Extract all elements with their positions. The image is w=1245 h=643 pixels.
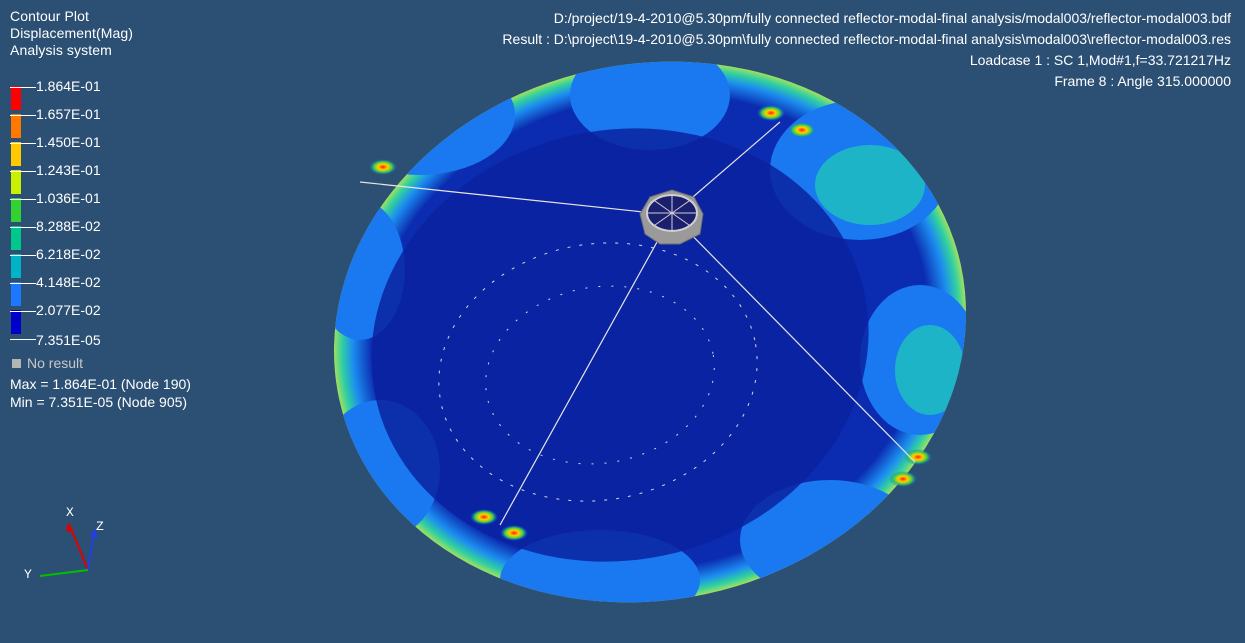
legend-swatch — [11, 198, 21, 222]
legend-level-label: 8.288E-02 — [36, 218, 101, 234]
triad-z-label: Z — [96, 519, 104, 534]
legend-swatch — [11, 254, 21, 278]
plot-type-label: Contour Plot — [10, 8, 90, 24]
legend-level-label: 7.351E-05 — [36, 332, 101, 348]
coordinate-triad[interactable]: X Z Y — [20, 500, 120, 590]
legend-swatch — [11, 226, 21, 250]
legend-tick — [10, 227, 36, 228]
contour-lobe — [815, 145, 925, 225]
legend-tick — [10, 115, 36, 116]
legend-level-label: 1.450E-01 — [36, 134, 101, 150]
triad-x-label: X — [66, 505, 74, 520]
no-result-item: No result — [10, 355, 83, 371]
legend-swatch — [11, 114, 21, 138]
contour-legend: Contour Plot Displacement(Mag) Analysis … — [10, 8, 270, 428]
legend-tick — [10, 311, 36, 312]
legend-tick — [10, 255, 36, 256]
legend-tick — [10, 87, 36, 88]
legend-level-label: 1.243E-01 — [36, 162, 101, 178]
legend-swatch — [11, 86, 21, 110]
legend-tick — [10, 339, 36, 340]
legend-swatch — [11, 282, 21, 306]
dish-inner — [371, 128, 869, 562]
system-label: Analysis system — [10, 42, 112, 58]
min-value-label: Min = 7.351E-05 (Node 905) — [10, 394, 188, 410]
legend-tick — [10, 143, 36, 144]
legend-tick — [10, 171, 36, 172]
legend-swatch — [11, 170, 21, 194]
result-info: D:/project/19-4-2010@5.30pm/fully connec… — [502, 8, 1231, 92]
legend-tick — [10, 199, 36, 200]
legend-level-label: 2.077E-02 — [36, 302, 101, 318]
contour-lobe — [570, 40, 730, 150]
legend-level-label: 1.864E-01 — [36, 78, 101, 94]
legend-level-label: 1.036E-01 — [36, 190, 101, 206]
legend-level-label: 1.657E-01 — [36, 106, 101, 122]
legend-swatch — [11, 142, 21, 166]
legend-color-bar — [11, 86, 21, 342]
legend-tick — [10, 283, 36, 284]
hub[interactable] — [639, 189, 704, 245]
legend-level-label: 6.218E-02 — [36, 246, 101, 262]
no-result-label: No result — [27, 355, 84, 371]
contour-lobe — [895, 325, 965, 415]
legend-swatch — [11, 310, 21, 334]
loadcase-label: Loadcase 1 : SC 1,Mod#1,f=33.721217Hz — [969, 52, 1231, 68]
max-value-label: Max = 1.864E-01 (Node 190) — [10, 376, 191, 392]
legend-level-label: 4.148E-02 — [36, 274, 101, 290]
model-path-label: D:/project/19-4-2010@5.30pm/fully connec… — [553, 10, 1231, 26]
triad-y-label: Y — [24, 567, 32, 582]
result-path-label: Result : D:\project\19-4-2010@5.30pm\ful… — [502, 31, 1231, 47]
contour-lobe — [325, 55, 515, 175]
result-type-label: Displacement(Mag) — [10, 25, 134, 41]
hotspots — [369, 105, 932, 541]
no-result-swatch — [12, 358, 21, 368]
frame-label: Frame 8 : Angle 315.000000 — [1054, 73, 1231, 89]
